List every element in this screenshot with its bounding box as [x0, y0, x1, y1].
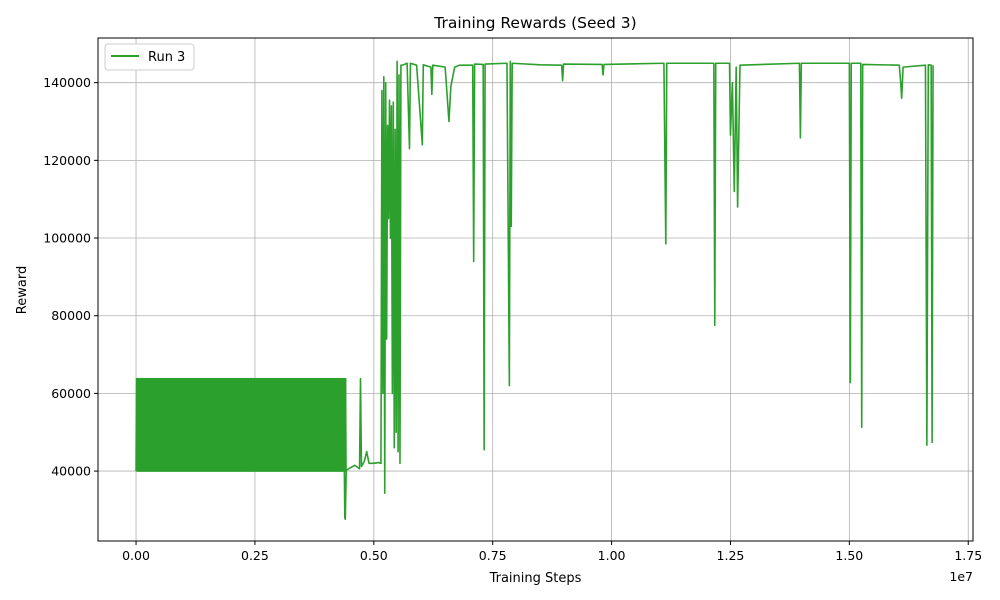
x-tick-label: 1.75 [954, 548, 982, 563]
x-tick-label: 1.50 [835, 548, 863, 563]
y-tick-label: 140000 [43, 75, 91, 90]
x-tick-label: 0.00 [122, 548, 150, 563]
y-axis-label: Reward [15, 266, 30, 314]
series-line-run-3 [135, 60, 934, 521]
y-tick-label: 80000 [51, 308, 91, 323]
chart-title: Training Rewards (Seed 3) [433, 14, 636, 32]
x-tick-label: 1.00 [598, 548, 626, 563]
y-tick-label: 100000 [43, 231, 91, 246]
series-group [135, 60, 934, 521]
x-axis-multiplier: 1e7 [949, 569, 973, 584]
x-tick-label: 1.25 [717, 548, 745, 563]
x-tick-label: 0.50 [360, 548, 388, 563]
x-axis: 0.00 0.25 0.50 0.75 1.00 1.25 1.50 1.75 [122, 541, 982, 563]
legend-label-run-3: Run 3 [148, 50, 185, 65]
y-axis: 40000 60000 80000 100000 120000 140000 [43, 75, 98, 479]
legend-box [104, 43, 195, 71]
y-tick-label: 120000 [43, 153, 91, 168]
y-tick-label: 40000 [51, 464, 91, 479]
plot-frame [97, 37, 974, 542]
x-axis-label: Training Steps [489, 571, 582, 586]
x-tick-label: 0.25 [241, 548, 269, 563]
legend: Run 3 [104, 43, 195, 71]
x-tick-label: 0.75 [479, 548, 507, 563]
y-tick-label: 60000 [51, 386, 91, 401]
